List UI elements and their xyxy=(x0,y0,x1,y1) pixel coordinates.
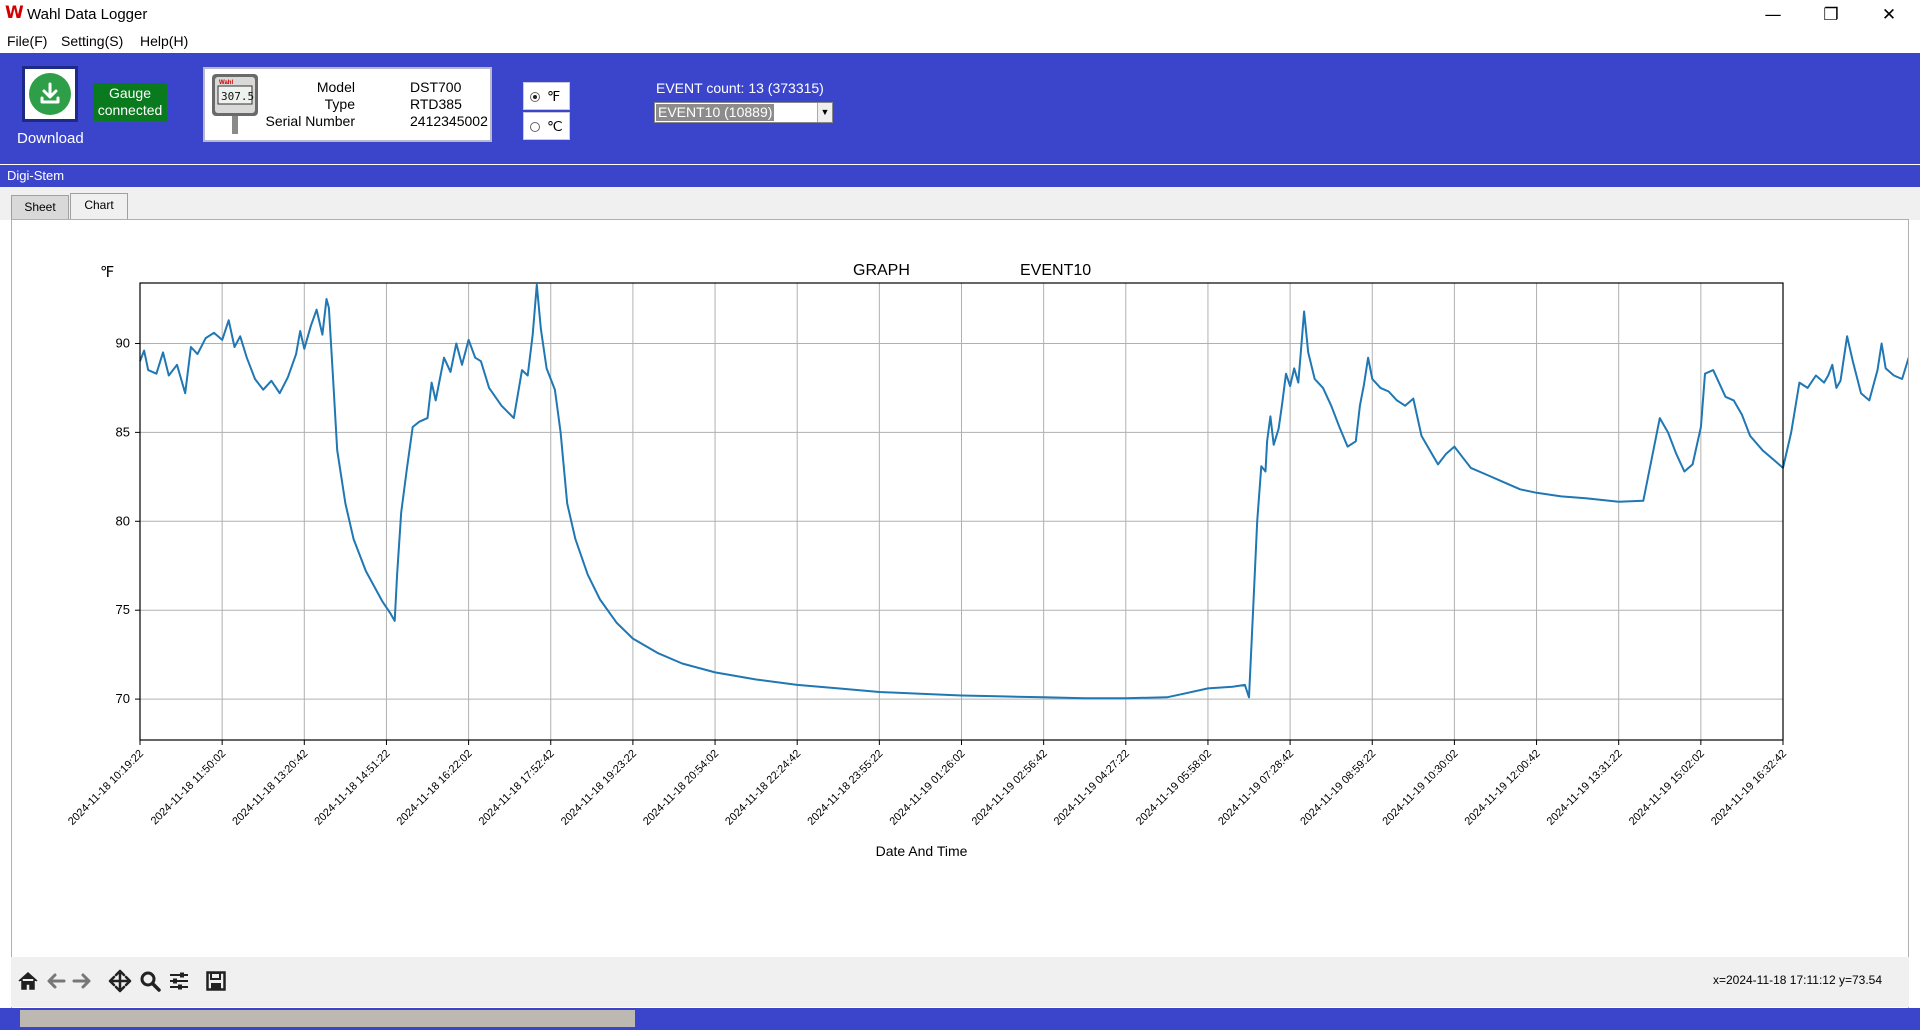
x-tick-label: 2024-11-18 16:22:02 xyxy=(395,748,475,828)
gauge-status-line1: Gauge xyxy=(108,85,152,101)
x-tick-label: 2024-11-19 08:59:22 xyxy=(1298,748,1378,828)
unit-celsius-option[interactable]: ℃ xyxy=(523,112,570,140)
dropdown-arrow-icon[interactable]: ▼ xyxy=(817,103,832,122)
x-tick-label: 2024-11-18 19:23:22 xyxy=(559,748,639,828)
event-select-dropdown[interactable]: EVENT10 (10889) ▼ xyxy=(654,102,833,123)
plot-frame xyxy=(139,282,1784,741)
download-icon xyxy=(29,73,71,115)
unit-fahrenheit-option[interactable]: ℉ xyxy=(523,82,570,110)
type-label: Type xyxy=(324,96,355,112)
save-icon[interactable] xyxy=(203,968,229,994)
download-label: Download xyxy=(17,130,84,147)
zoom-icon[interactable] xyxy=(137,968,163,994)
status-band: Digi-Stem xyxy=(0,165,1920,187)
x-tick-label: 2024-11-19 12:00:42 xyxy=(1463,748,1543,828)
menu-file[interactable]: File(F) xyxy=(7,33,48,49)
status-band-text: Digi-Stem xyxy=(7,168,65,183)
x-tick-label: 2024-11-18 17:52:42 xyxy=(477,748,557,828)
device-brand-label: Wahl xyxy=(219,80,233,86)
x-tick-label: 2024-11-18 23:55:22 xyxy=(805,748,885,828)
x-tick-label: 2024-11-18 14:51:22 xyxy=(312,748,392,828)
forward-arrow-icon[interactable] xyxy=(69,968,95,994)
y-tick-label: 85 xyxy=(116,424,130,439)
menu-setting[interactable]: Setting(S) xyxy=(61,33,124,49)
x-tick-label: 2024-11-19 16:32:42 xyxy=(1709,748,1789,828)
tab-sheet[interactable]: Sheet xyxy=(11,195,69,220)
close-button[interactable]: ✕ xyxy=(1881,5,1897,25)
chart-title-right: EVENT10 xyxy=(1020,262,1091,279)
home-icon[interactable] xyxy=(15,968,41,994)
device-display-reading: 307.5 xyxy=(221,90,254,103)
window-title: Wahl Data Logger xyxy=(27,6,148,23)
x-axis-label: Date And Time xyxy=(876,843,968,859)
x-tick-label: 2024-11-19 13:31:22 xyxy=(1545,748,1625,828)
x-tick-label: 2024-11-18 20:54:02 xyxy=(641,748,721,828)
restore-button[interactable]: ❐ xyxy=(1823,5,1839,25)
tab-row: Sheet Chart xyxy=(0,187,1920,220)
event-count-text: EVENT count: 13 (373315) xyxy=(656,80,824,96)
x-tick-label: 2024-11-19 01:26:02 xyxy=(887,748,967,828)
cursor-coordinates: x=2024-11-18 17:11:12 y=73.54 xyxy=(1712,973,1882,987)
app-logo-icon: W xyxy=(5,3,24,23)
y-tick-label: 75 xyxy=(116,602,130,617)
back-arrow-icon[interactable] xyxy=(43,968,69,994)
y-tick-label: 90 xyxy=(116,335,130,350)
configure-subplots-icon[interactable] xyxy=(166,968,192,994)
y-axis-label: ℉ xyxy=(100,263,114,281)
download-button[interactable] xyxy=(22,66,78,122)
celsius-radio[interactable] xyxy=(530,122,540,132)
gauge-status-badge: Gauge connected xyxy=(93,83,167,121)
temperature-chart: 2024-11-18 10:19:22 2024-11-18 11:50:02 20… xyxy=(66,262,1908,859)
pan-icon[interactable] xyxy=(107,968,133,994)
celsius-label: ℃ xyxy=(547,118,563,134)
model-value: DST700 xyxy=(410,79,462,95)
type-value: RTD385 xyxy=(410,96,462,112)
serial-number-label: Serial Number xyxy=(265,113,355,129)
chart-title-left: GRAPH xyxy=(853,262,910,279)
y-tick-label: 70 xyxy=(116,691,130,706)
x-tick-label: 2024-11-18 22:24:42 xyxy=(723,748,803,828)
title-bar: W Wahl Data Logger — ❐ ✕ xyxy=(0,0,1920,30)
chart-panel: 2024-11-18 10:19:22 2024-11-18 11:50:02 20… xyxy=(11,219,1909,1009)
fahrenheit-radio[interactable] xyxy=(530,92,540,102)
x-tick-label: 2024-11-19 10:30:02 xyxy=(1380,748,1460,828)
x-tick-label: 2024-11-19 02:56:42 xyxy=(970,748,1050,828)
series-line xyxy=(139,283,1908,700)
x-tick-label: 2024-11-19 05:58:02 xyxy=(1134,748,1214,828)
plot-navigation-toolbar: x=2024-11-18 17:11:12 y=73.54 xyxy=(11,957,1909,1007)
menu-help[interactable]: Help(H) xyxy=(140,33,189,49)
device-toolbar: Download Gauge connected Wahl 307.5 Mode… xyxy=(0,53,1920,164)
x-tick-label: 2024-11-19 04:27:22 xyxy=(1052,748,1132,828)
serial-number-value: 2412345002 xyxy=(410,113,488,129)
tab-chart[interactable]: Chart xyxy=(70,193,128,220)
y-tick-label: 80 xyxy=(116,513,130,528)
minimize-button[interactable]: — xyxy=(1764,5,1782,25)
device-info-panel: Wahl 307.5 Model DST700 Type RTD385 Seri… xyxy=(203,67,492,142)
gauge-status-line2: connected xyxy=(97,102,163,118)
x-tick-label: 2024-11-18 13:20:42 xyxy=(230,748,310,828)
x-tick-label: 2024-11-18 10:19:22 xyxy=(66,748,146,828)
device-thumbnail-icon: Wahl 307.5 xyxy=(212,74,258,134)
model-label: Model xyxy=(316,79,355,95)
x-tick-label: 2024-11-18 11:50:02 xyxy=(149,748,229,828)
event-select-value: EVENT10 (10889) xyxy=(656,104,775,121)
menu-bar: File(F) Setting(S) Help(H) xyxy=(0,30,1920,52)
fahrenheit-label: ℉ xyxy=(547,88,561,104)
horizontal-scrollbar-thumb[interactable] xyxy=(20,1010,635,1027)
x-tick-label: 2024-11-19 07:28:42 xyxy=(1216,748,1296,828)
x-tick-label: 2024-11-19 15:02:02 xyxy=(1627,748,1707,828)
